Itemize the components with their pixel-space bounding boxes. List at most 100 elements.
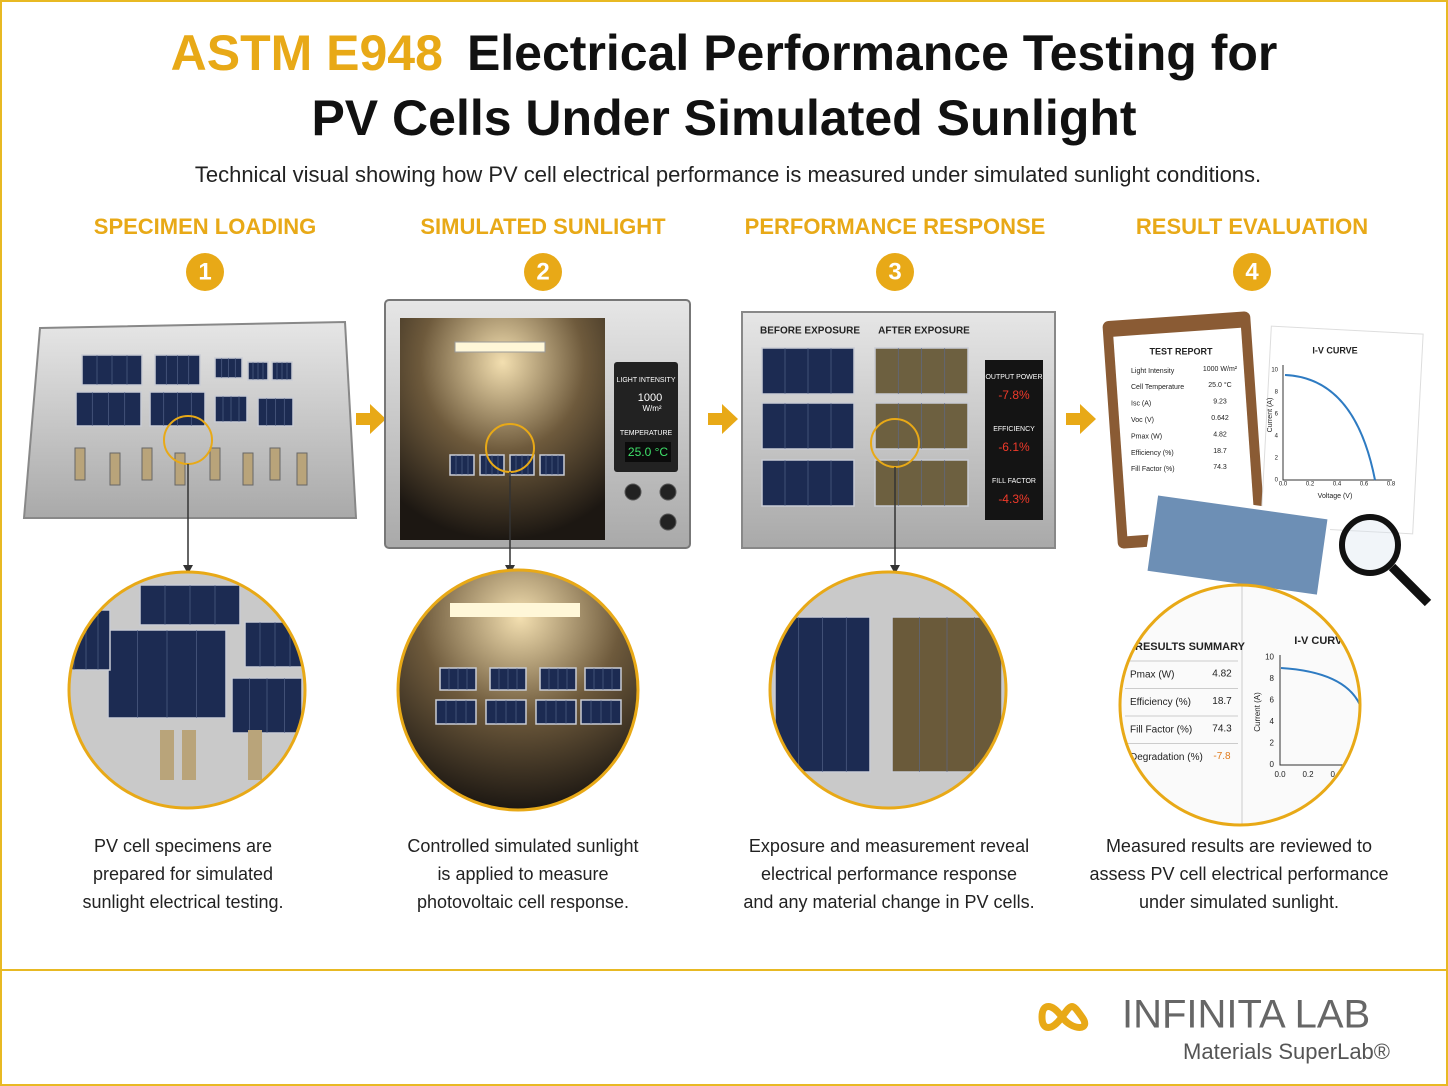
step-caption: and any material change in PV cells. bbox=[743, 892, 1034, 912]
magnifier bbox=[1339, 514, 1401, 576]
clamp bbox=[141, 447, 153, 481]
chart-title: I-V CURVE bbox=[1294, 635, 1349, 647]
report-sheet bbox=[1113, 327, 1255, 537]
step-caption: photovoltaic cell response. bbox=[417, 892, 629, 912]
metrics-box bbox=[985, 360, 1043, 520]
metric-label: OUTPUT POWER bbox=[985, 374, 1042, 381]
tick-label: 0 bbox=[1270, 760, 1275, 769]
step-badge bbox=[876, 253, 914, 291]
metric-label: FILL FACTOR bbox=[992, 478, 1036, 485]
logo-infinity bbox=[1038, 1003, 1088, 1031]
title-code: ASTM E948 bbox=[171, 25, 443, 81]
step-number: 2 bbox=[536, 258, 549, 285]
logo-mark bbox=[1038, 1003, 1088, 1031]
zoom-ring bbox=[768, 570, 1008, 810]
report-cell: 4.82 bbox=[1213, 431, 1227, 438]
tick-label: 0.0 bbox=[1274, 770, 1286, 779]
step-heading: PERFORMANCE RESPONSE bbox=[745, 214, 1046, 239]
clamp bbox=[174, 452, 186, 486]
chamber-interior bbox=[400, 318, 605, 540]
tick-label: 8 bbox=[1275, 390, 1279, 396]
metric-label: EFFICIENCY bbox=[993, 426, 1035, 433]
step-heading: SPECIMEN LOADING bbox=[94, 214, 316, 239]
step-badge bbox=[1233, 253, 1271, 291]
clamp bbox=[248, 730, 262, 780]
report-cell: Efficiency (%) bbox=[1131, 450, 1174, 457]
tick-label: 0 bbox=[1275, 478, 1279, 484]
zoom-ring bbox=[67, 570, 307, 810]
iv-frame bbox=[1279, 655, 1360, 766]
report-cell: 1000 W/m² bbox=[1203, 366, 1238, 373]
tick-label: 0.2 bbox=[1306, 482, 1315, 488]
display-unit: W/m² bbox=[642, 404, 661, 413]
step-badge bbox=[186, 253, 224, 291]
callout-head bbox=[890, 565, 900, 574]
display-label: LIGHT INTENSITY bbox=[617, 377, 676, 384]
clamp bbox=[269, 447, 281, 481]
summary-title: RESULTS SUMMARY bbox=[1135, 641, 1246, 653]
title-text: Electrical Performance Testing for bbox=[467, 25, 1277, 81]
summary-cell: Fill Factor (%) bbox=[1130, 725, 1192, 736]
display-value: 1000 bbox=[638, 392, 662, 404]
tick-label: 8 bbox=[1270, 674, 1275, 683]
step-caption: under simulated sunlight. bbox=[1139, 892, 1339, 912]
flow-arrow bbox=[356, 404, 386, 434]
tick-label: 0.6 bbox=[1360, 482, 1369, 488]
step-caption: sunlight electrical testing. bbox=[82, 892, 283, 912]
step-number: 3 bbox=[888, 258, 901, 285]
step-caption: Measured results are reviewed to bbox=[1106, 836, 1372, 856]
lamp bbox=[454, 341, 546, 353]
axis-label: Voltage (V) bbox=[1318, 493, 1353, 500]
step-number: 1 bbox=[198, 258, 211, 285]
clamp bbox=[74, 447, 86, 481]
summary-cell: Degradation (%) bbox=[1130, 752, 1203, 763]
iv-curve bbox=[1284, 374, 1376, 481]
step-badge bbox=[524, 253, 562, 291]
summary-cell: -7.8 bbox=[1213, 751, 1231, 762]
display-label: TEMPERATURE bbox=[620, 430, 673, 437]
title-line-1: ASTM E948 Electrical Performance Testing … bbox=[171, 25, 1278, 81]
lamp bbox=[450, 603, 580, 617]
title-line-2: PV Cells Under Simulated Sunlight bbox=[311, 90, 1136, 146]
clamp bbox=[242, 452, 254, 486]
metric-value: -4.3% bbox=[998, 492, 1030, 506]
iv-curve bbox=[1280, 667, 1360, 706]
tick-label: 10 bbox=[1271, 368, 1278, 374]
clamp bbox=[209, 447, 221, 481]
tick-label: 4 bbox=[1270, 717, 1275, 726]
step-heading: SIMULATED SUNLIGHT bbox=[420, 214, 666, 239]
report-title: TEST REPORT bbox=[1149, 346, 1213, 356]
tick-label: 0.8 bbox=[1387, 482, 1396, 488]
report-cell: Fill Factor (%) bbox=[1131, 466, 1175, 473]
summary-cell: Pmax (W) bbox=[1130, 670, 1174, 681]
brand: INFINITA LAB bbox=[1122, 993, 1370, 1037]
axis-label: Current (A) bbox=[1253, 692, 1262, 732]
report-cell: 9.23 bbox=[1213, 399, 1227, 406]
tick-label: 0.2 bbox=[1302, 770, 1314, 779]
clamp bbox=[296, 452, 308, 486]
report-cell: 0.642 bbox=[1211, 415, 1229, 422]
tick-label: 4 bbox=[1275, 434, 1279, 440]
zoom-view bbox=[398, 570, 638, 810]
step-caption: electrical performance response bbox=[761, 864, 1017, 884]
report-cell: Cell Temperature bbox=[1131, 384, 1184, 391]
tick-label: 0.0 bbox=[1279, 482, 1288, 488]
zoom-view bbox=[69, 572, 305, 808]
step-caption: Exposure and measurement reveal bbox=[749, 836, 1029, 856]
tick-label: 0.6 bbox=[1358, 770, 1370, 779]
iv-frame bbox=[1282, 365, 1392, 481]
report-cell: Pmax (W) bbox=[1131, 433, 1162, 440]
step-heading: RESULT EVALUATION bbox=[1136, 214, 1368, 239]
summary-cell: 18.7 bbox=[1212, 696, 1232, 707]
step-caption: assess PV cell electrical performance bbox=[1089, 864, 1388, 884]
tick-label: 0.4 bbox=[1333, 482, 1342, 488]
tick-label: 0.8 bbox=[1386, 770, 1398, 779]
step-number: 4 bbox=[1245, 258, 1259, 285]
panel-label: BEFORE EXPOSURE bbox=[760, 326, 860, 337]
report-cell: 74.3 bbox=[1213, 464, 1227, 471]
panel-label: AFTER EXPOSURE bbox=[878, 326, 970, 337]
clamp bbox=[182, 730, 196, 780]
zoom-ring bbox=[396, 568, 640, 812]
report-cell: 18.7 bbox=[1213, 448, 1227, 455]
